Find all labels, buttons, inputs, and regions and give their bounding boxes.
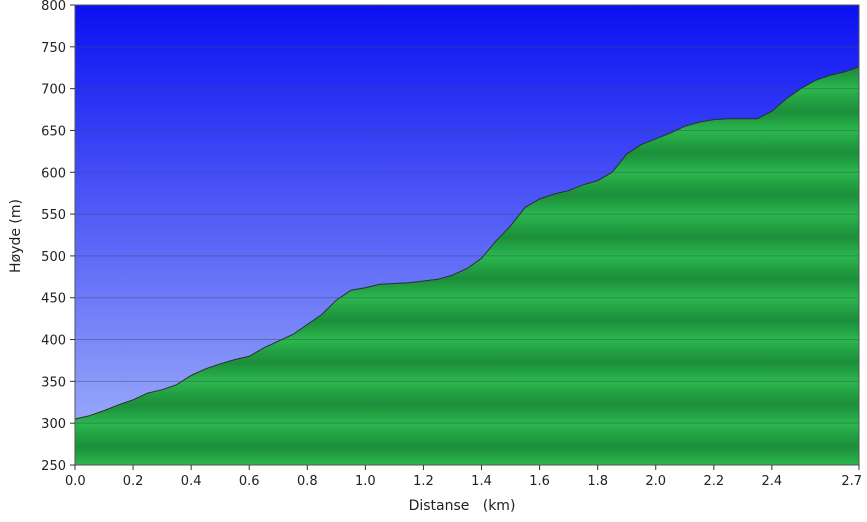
y-tick-label: 750	[41, 41, 66, 56]
x-tick-label: 0.6	[239, 474, 260, 489]
y-tick-label: 550	[41, 208, 66, 223]
x-tick-label: 2.4	[762, 474, 783, 489]
y-tick-label: 250	[41, 459, 66, 474]
x-tick-label: 2.0	[645, 474, 666, 489]
x-tick-label: 0.8	[297, 474, 318, 489]
elevation-line	[74, 66, 860, 420]
y-tick-label: 600	[41, 166, 66, 181]
y-tick-label: 800	[41, 0, 66, 14]
terrain-band	[75, 381, 859, 424]
x-tick-label: 1.2	[413, 474, 434, 489]
x-axis: 0.0 0.2 0.4 0.6 0.8 1.0 1.2 1.4 1.6 1.8 2.0 2.2 2.4 2…	[65, 465, 862, 489]
x-axis-label: Distanse (km)	[409, 498, 516, 514]
x-tick-label: 1.4	[471, 474, 492, 489]
grid-lines	[75, 46, 859, 424]
x-tick-label: 2.7	[841, 474, 862, 489]
y-axis-label: Høyde (m)	[8, 199, 24, 273]
y-tick-label: 500	[41, 250, 66, 265]
terrain-band	[75, 423, 859, 465]
y-tick-label: 350	[41, 375, 66, 390]
y-tick-label: 650	[41, 124, 66, 139]
y-tick-label: 400	[41, 334, 66, 349]
x-tick-label: 2.2	[703, 474, 724, 489]
x-tick-label: 1.0	[355, 474, 376, 489]
x-tick-label: 0.4	[181, 474, 202, 489]
y-tick-label: 700	[41, 83, 66, 98]
x-tick-label: 0.2	[123, 474, 144, 489]
x-tick-label: 1.6	[529, 474, 550, 489]
plot-frame	[74, 4, 860, 466]
x-tick-label: 0.0	[65, 474, 86, 489]
y-tick-label: 300	[41, 417, 66, 432]
x-tick-label: 1.8	[587, 474, 608, 489]
y-tick-label: 450	[41, 292, 66, 307]
y-axis: 250 300 350 400 450 500 550 600 650 700 750 800	[41, 0, 75, 474]
